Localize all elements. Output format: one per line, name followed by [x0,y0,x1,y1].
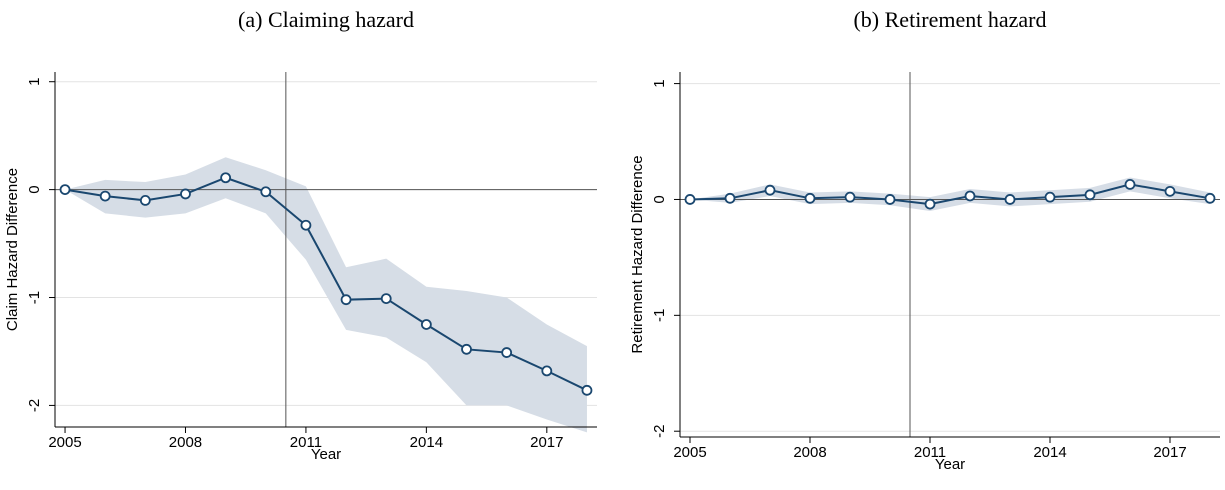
point [420,319,432,330]
series-line [689,183,1211,206]
y-tick-label: -2 [651,425,668,438]
x-tick-label: 2017 [530,434,563,451]
series-line [64,176,588,392]
point [180,188,191,200]
y-tick-label: 0 [26,185,43,193]
point [724,192,736,204]
y-tick-label: -1 [651,309,668,322]
point [684,194,696,205]
y-tick-label: 0 [651,195,668,203]
y-tick-label: -2 [26,399,43,412]
chart-title: (a) Claiming hazard [238,7,414,32]
point [844,191,856,203]
y-axis-title: Retirement Hazard Difference [629,155,646,353]
point [581,384,593,396]
confidence-band [65,157,587,433]
point [300,219,312,231]
x-tick-label: 2008 [793,444,826,461]
point [1004,194,1016,205]
x-tick-label: 2005 [673,444,706,461]
point [1044,191,1056,203]
x-axis-title: Year [935,456,965,473]
x-tick-label: 2005 [48,434,81,451]
chart-title: (b) Retirement hazard [853,7,1046,32]
point [1204,192,1216,204]
point [139,195,151,206]
point [884,194,896,205]
point [964,190,976,202]
confidence-band [690,177,1210,212]
x-tick-label: 2011 [914,444,946,461]
point [1084,189,1096,201]
x-axis-title: Year [311,446,341,463]
point [1164,185,1176,197]
point [764,184,776,196]
point [260,186,272,198]
x-tick-label: 2017 [1153,444,1186,461]
point [804,192,816,204]
point [541,365,553,377]
point [220,172,232,184]
x-tick-label: 2014 [410,434,443,451]
point [1124,178,1136,190]
point [380,293,392,304]
y-axis-title: Claim Hazard Difference [4,168,21,331]
point [99,190,111,202]
point [501,347,513,358]
point [340,294,352,306]
point [461,343,472,355]
y-tick-label: 1 [26,78,43,86]
point [59,184,71,196]
x-tick-label: 2008 [169,434,202,451]
x-tick-label: 2014 [1033,444,1066,461]
x-tick-label: 2011 [290,434,322,451]
y-tick-label: -1 [26,291,43,304]
y-tick-label: 1 [651,79,668,87]
point [924,198,936,210]
